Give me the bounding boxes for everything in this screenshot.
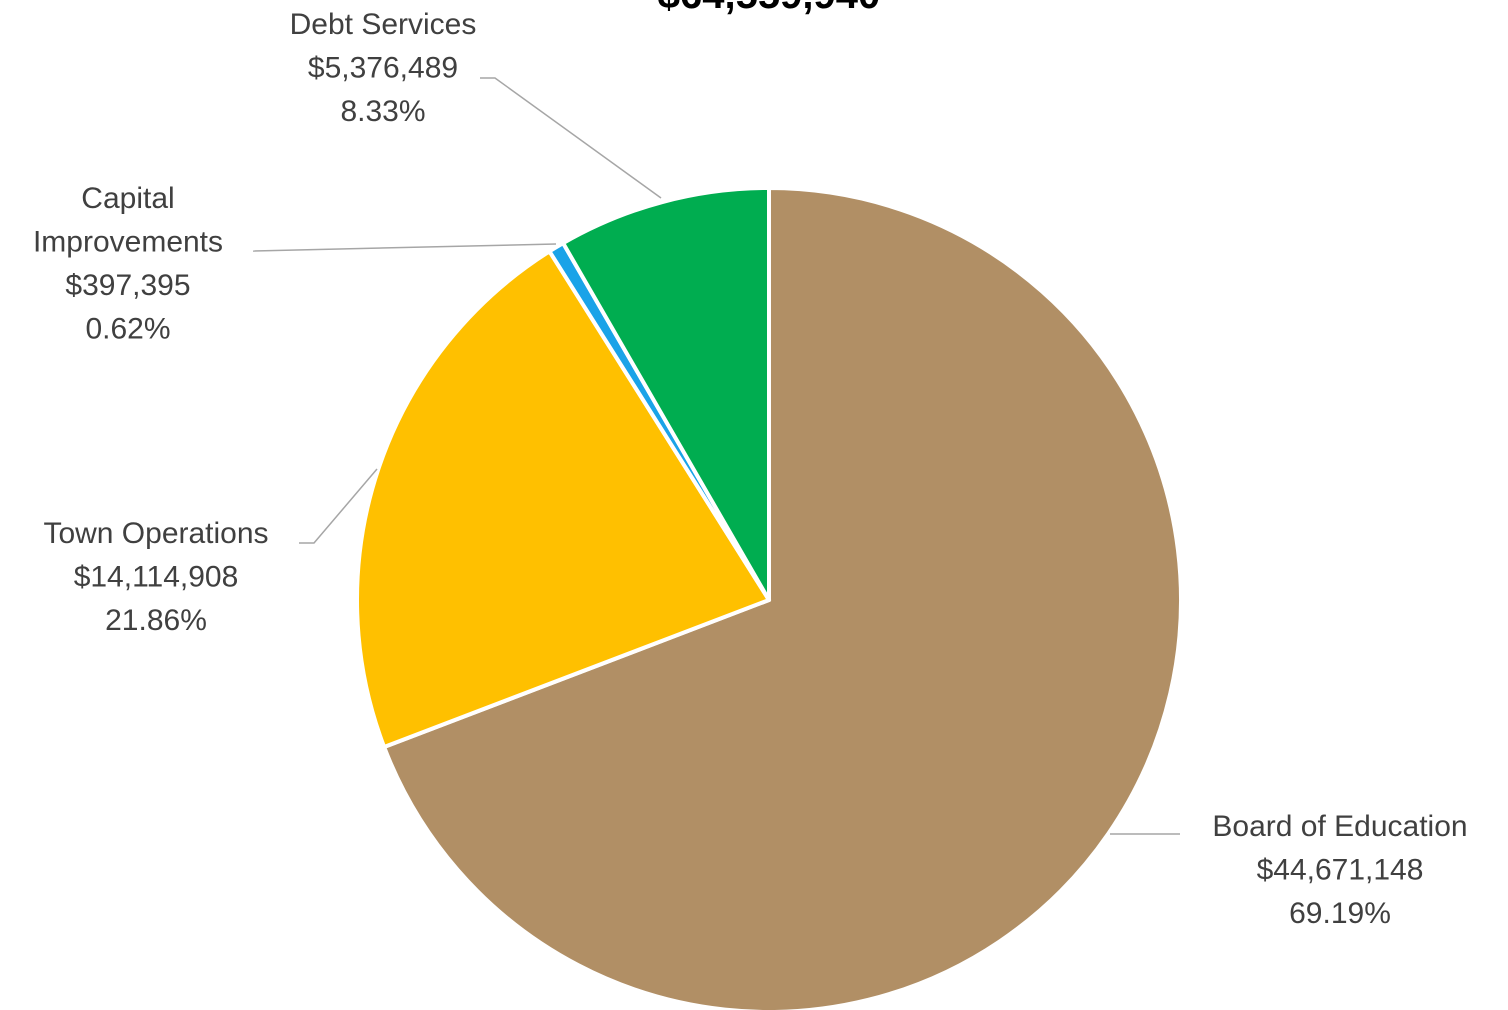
data-label-town-operations: Town Operations $14,114,908 21.86% (43, 517, 268, 637)
label-line: 0.62% (85, 313, 170, 346)
label-line: $5,376,489 (308, 52, 458, 85)
label-line: $397,395 (65, 269, 190, 302)
label-line: $44,671,148 (1257, 854, 1424, 887)
label-line: Board of Education (1212, 810, 1467, 843)
chart-title: $64,559,940 (658, 0, 880, 17)
leader-line-debt-services (480, 78, 661, 198)
label-line: $14,114,908 (74, 561, 239, 594)
data-label-debt-services: Debt Services $5,376,489 8.33% (290, 8, 477, 128)
label-line: 8.33% (340, 95, 425, 128)
label-line: Town Operations (43, 517, 268, 550)
label-line: Debt Services (290, 8, 477, 41)
label-line: Improvements (33, 226, 223, 259)
label-line: 21.86% (105, 604, 207, 637)
label-line: 69.19% (1289, 897, 1391, 930)
pie-slices (357, 188, 1181, 1010)
label-line: Capital (81, 182, 174, 215)
data-label-board-of-education: Board of Education $44,671,148 69.19% (1212, 810, 1467, 930)
leader-line-capital-improvements (253, 244, 556, 251)
data-label-capital-improvements: Capital Improvements $397,395 0.62% (33, 182, 223, 346)
